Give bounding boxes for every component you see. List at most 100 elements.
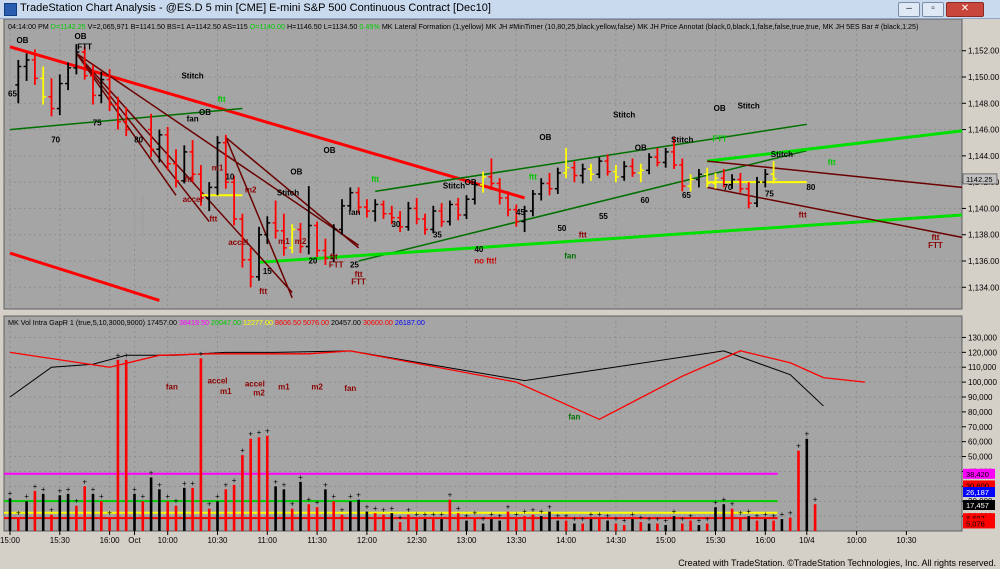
volume-bar-mark: + [589, 510, 594, 519]
price-bar [247, 247, 254, 288]
volume-bar-mark: + [257, 428, 262, 437]
price-tick-label: 1,150.00 [968, 73, 1000, 82]
price-bar [65, 62, 72, 91]
trendline-lower-red-trend [9, 251, 160, 302]
minimize-button[interactable]: – [898, 2, 920, 17]
volume-right-tag-box [963, 480, 995, 491]
volume-value: 8606.50 [275, 318, 303, 327]
time-tick-label: 15:00 [0, 536, 21, 545]
price-bar [15, 59, 22, 104]
volume-tick-label: 70,000 [968, 423, 993, 432]
price-bar [231, 175, 238, 226]
price-bar [637, 163, 644, 183]
price-bar [737, 172, 744, 193]
price-annotation: 25 [350, 261, 359, 270]
volume-bar-mark: + [323, 480, 328, 489]
volume-bar-mark: + [680, 515, 685, 524]
volume-bar-mark: + [298, 473, 303, 482]
price-bar [679, 158, 686, 192]
volume-bar-mark: + [33, 482, 38, 491]
price-bar [646, 153, 653, 175]
volume-tick-label: 100,000 [968, 378, 997, 387]
price-bar [438, 203, 445, 227]
quote-item: D=1142.25 [51, 22, 88, 31]
close-button[interactable]: ✕ [946, 2, 984, 17]
price-bar [729, 174, 736, 189]
volume-bar-mark: + [190, 479, 195, 488]
price-bar [388, 205, 395, 225]
volume-tick-label: 60,000 [968, 438, 993, 447]
chart-canvas[interactable]: 1,134.001,136.001,138.001,140.001,142.00… [0, 19, 1000, 559]
volume-bar-mark: + [207, 500, 212, 509]
volume-bar-mark: + [472, 509, 477, 518]
volume-bar-mark: + [381, 506, 386, 515]
quote-item: A=1142.50 [186, 22, 222, 31]
volume-zigzag-black [9, 350, 824, 407]
volume-bar-mark: + [464, 512, 469, 521]
price-annotation: fan [564, 251, 576, 260]
volume-bar-mark: + [223, 480, 228, 489]
volume-panel[interactable]: 10,00020,00030,00040,00050,00060,00070,0… [3, 315, 997, 532]
volume-bar-mark: + [66, 485, 71, 494]
maximize-button[interactable]: ▫ [922, 2, 944, 17]
price-bar [197, 165, 204, 206]
volume-bar-mark: + [705, 515, 710, 524]
volume-bar-mark: + [605, 512, 610, 521]
price-annotation: no ftt! [474, 257, 497, 266]
price-annotation: accel [183, 195, 203, 204]
price-bar [7, 50, 13, 96]
volume-bar-mark: + [780, 510, 785, 519]
price-annotation: 35 [433, 230, 442, 239]
volume-bar-mark: + [489, 510, 494, 519]
volume-bar-mark: + [622, 516, 627, 525]
quote-item: H=1146.50 [287, 22, 324, 31]
volume-bar-mark: + [531, 506, 536, 515]
volume-bar-mark: + [688, 512, 693, 521]
volume-bar-mark: + [539, 507, 544, 516]
volume-bar-mark: + [8, 489, 13, 498]
quote-item: MK JH Price Annotat (black,0,black,1,fal… [637, 22, 822, 31]
volume-bar-mark: + [572, 515, 577, 524]
volume-bar-mark: + [282, 480, 287, 489]
price-bar [546, 172, 553, 196]
volume-bar-mark: + [199, 349, 204, 358]
volume-annotation: m1 [220, 387, 232, 396]
price-annotation: Stitch [738, 102, 760, 111]
price-annotation: OB [714, 104, 726, 113]
price-annotation: FTT [77, 42, 92, 51]
price-bar [222, 134, 229, 189]
volume-bar-mark: + [124, 351, 129, 360]
volume-bar-mark: + [506, 503, 511, 512]
volume-bar-mark: + [116, 351, 121, 360]
price-annotation: 65 [682, 191, 691, 200]
volume-bar-mark: + [663, 516, 668, 525]
volume-tick-label: 80,000 [968, 408, 993, 417]
price-bar [704, 167, 711, 188]
volume-bar-mark: + [240, 446, 245, 455]
price-tick-label: 1,140.00 [968, 204, 1000, 213]
volume-tick-label: 50,000 [968, 453, 993, 462]
volume-bar-mark: + [340, 506, 345, 515]
price-bar [380, 200, 387, 219]
price-bar [397, 211, 404, 233]
price-annotation: m2 [245, 186, 257, 195]
price-annotation: OB [635, 144, 647, 153]
price-bar [629, 158, 636, 177]
price-bar [513, 204, 520, 227]
price-annotation: ftt [828, 158, 836, 167]
price-bar [164, 126, 171, 171]
price-annotation: 80 [134, 136, 143, 145]
volume-right-tag: 17,457 [966, 501, 989, 510]
price-annotation: 15 [263, 267, 272, 276]
quote-item: MK Lateral Formation (1,yellow) [382, 22, 486, 31]
time-tick-label: 11:30 [307, 536, 327, 545]
volume-bar-mark: + [24, 492, 29, 501]
price-panel[interactable]: 1,134.001,136.001,138.001,140.001,142.00… [3, 19, 1000, 310]
price-annotation: Stitch [277, 188, 299, 197]
time-tick-label: 10:30 [896, 536, 917, 545]
price-tick-label: 1,134.00 [968, 283, 1000, 292]
time-axis: 15:00 15:30 16:00 Oct 10:00 10:30 11:00 11:30 12… [0, 531, 917, 545]
volume-tick-label: 90,000 [968, 393, 993, 402]
price-bar [347, 187, 354, 210]
price-tick-label: 1,148.00 [968, 99, 1000, 108]
